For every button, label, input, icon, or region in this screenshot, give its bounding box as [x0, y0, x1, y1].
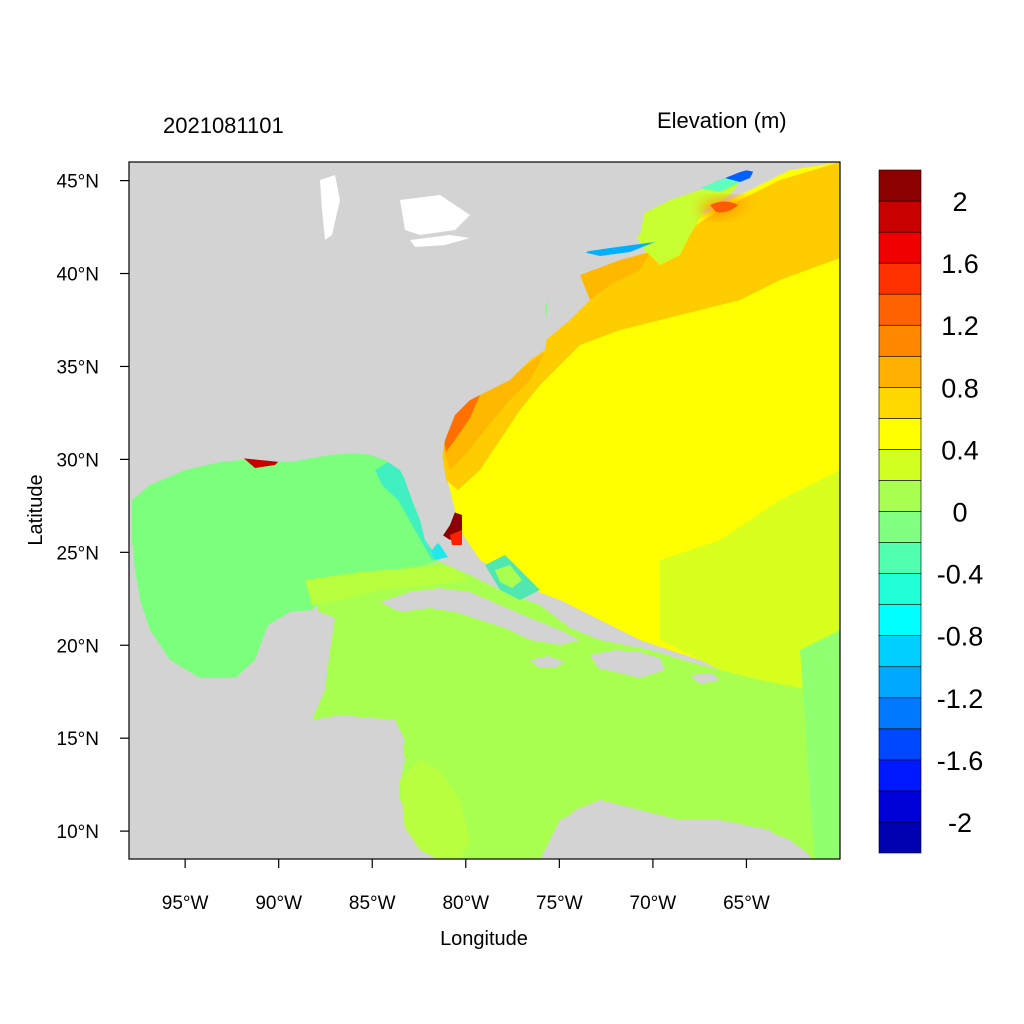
colorbar-swatch: [878, 449, 922, 481]
y-tick-label: 25°N: [57, 543, 99, 564]
yucatan-channel-band: [305, 566, 470, 605]
colorbar-swatch: [878, 480, 922, 512]
colorbar-swatch: [878, 355, 922, 388]
x-axis: 95°W 90°W 85°W 80°W 75°W 70°W 65°W: [162, 859, 770, 914]
colorbar-label: 1.2: [941, 311, 979, 341]
colorbar-swatch: [878, 511, 922, 543]
jamaica-land: [530, 656, 565, 668]
bahamas-bank-inner: [495, 565, 522, 588]
colorbar-label: -1.6: [937, 746, 984, 776]
nova-scotia-low-edge: [700, 178, 740, 192]
colorbar-labels: 2 1.6 1.2 0.8 0.4 0 -0.4 -0.8 -1.2 -1.6 -2: [937, 187, 984, 838]
atlantic-southeast: [660, 470, 840, 700]
colorbar-swatch: [878, 821, 922, 854]
colorbar-swatch: [878, 293, 922, 326]
colorbar-swatch: [878, 542, 922, 574]
x-tick-label: 90°W: [255, 893, 302, 914]
long-island-low: [583, 242, 655, 256]
southeast-coast-high: [442, 395, 480, 452]
gulf-of-maine: [635, 175, 745, 265]
puerto-rico-land: [690, 673, 720, 684]
colorbar-label: 2: [952, 187, 967, 217]
colorbar-swatch: [878, 169, 922, 202]
yucatan-land: [262, 612, 335, 720]
colorbar-swatch: [878, 418, 922, 450]
y-axis-label: Latitude: [25, 474, 47, 545]
colorbar-label: 0: [952, 498, 967, 528]
x-tick-label: 75°W: [536, 893, 583, 914]
colorbar-swatch: [878, 790, 922, 823]
y-tick-label: 40°N: [57, 265, 99, 286]
caribbean-southwest: [400, 760, 470, 859]
colorbar-swatch: [878, 697, 922, 730]
caribbean-east: [800, 630, 840, 859]
colorbar-swatch: [878, 200, 922, 233]
x-tick-label: 85°W: [349, 893, 396, 914]
plot-title-date: 2021081101: [163, 113, 284, 138]
y-axis: 45°N 40°N 35°N 30°N 25°N 20°N 15°N 10°N: [57, 172, 129, 843]
colorbar-label: -0.8: [937, 622, 984, 652]
gulf-stream-band: [440, 162, 840, 490]
x-tick-label: 95°W: [162, 893, 209, 914]
south-america-land: [540, 800, 810, 859]
x-axis-label: Longitude: [440, 928, 528, 950]
gulf-of-mexico: [132, 452, 440, 678]
colorbar-label: 0.4: [941, 435, 979, 465]
colorbar-swatch: [878, 666, 922, 699]
colorbar-label: -1.2: [937, 684, 984, 714]
y-tick-label: 20°N: [57, 636, 99, 657]
shelf-band-south: [440, 352, 545, 470]
y-tick-label: 45°N: [57, 172, 99, 193]
shelf-band-north: [580, 252, 650, 300]
colorbar-label: 1.6: [941, 249, 979, 279]
georges-bank-core: [710, 201, 738, 213]
y-tick-label: 15°N: [57, 729, 99, 750]
x-tick-label: 80°W: [442, 893, 489, 914]
great-lakes: [320, 175, 470, 247]
colorbar-swatch: [878, 604, 922, 636]
plot-frame: [128, 161, 841, 860]
plot-title-variable: Elevation (m): [657, 108, 787, 133]
y-tick-label: 35°N: [57, 357, 99, 378]
colorbar-swatch: [878, 635, 922, 668]
x-tick-label: 70°W: [630, 893, 677, 914]
colorbar-swatch: [878, 231, 922, 264]
colorbar-label: -2: [948, 808, 972, 838]
hispaniola-land: [590, 650, 665, 678]
x-tick-label: 65°W: [723, 893, 770, 914]
y-tick-label: 30°N: [57, 450, 99, 471]
colorbar-label: -0.4: [937, 560, 984, 590]
colorbar-label: 0.8: [941, 373, 979, 403]
colorbar: [878, 169, 922, 854]
florida-southwest-edge: [450, 530, 462, 545]
colorbar-swatch: [878, 387, 922, 419]
map-plot-area: [129, 162, 840, 859]
colorbar-swatch: [878, 728, 922, 761]
north-america-land: [129, 162, 840, 530]
colorbar-swatch: [878, 573, 922, 605]
cuba-land: [380, 588, 580, 645]
colorbar-swatch: [878, 262, 922, 295]
y-tick-label: 10°N: [57, 822, 99, 843]
colorbar-swatch: [878, 324, 922, 357]
colorbar-swatch: [878, 759, 922, 792]
florida-peninsula: [405, 460, 455, 550]
